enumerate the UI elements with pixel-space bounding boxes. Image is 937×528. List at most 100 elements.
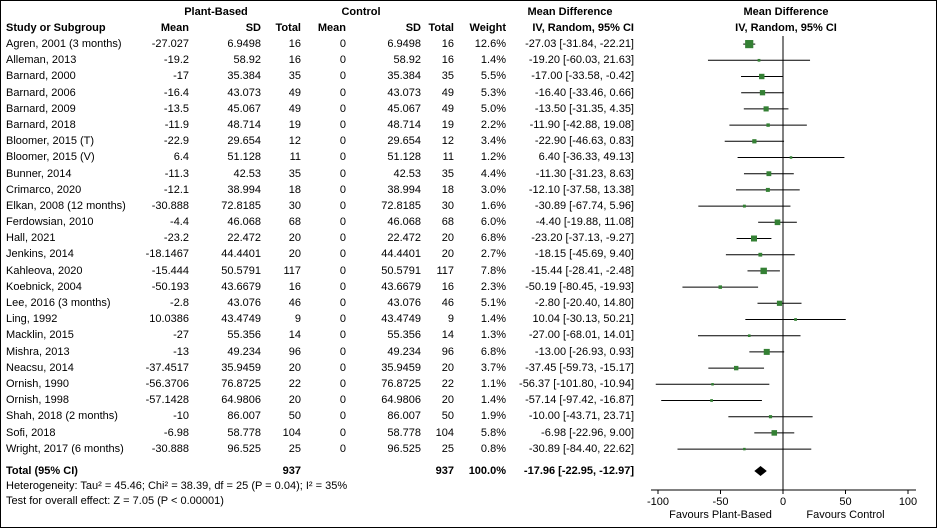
study-row: Mishra, 2013 -13 49.234 96 0 49.234 96 6.8% -13.… [1,344,936,360]
control-group-header: Control [341,6,381,18]
study-row: Barnard, 2006 -16.4 43.073 49 0 43.073 49 5.3% -… [1,85,936,101]
study-name: Koebnick, 2004 [6,280,82,293]
weight: 1.3% [480,329,506,342]
control-total: 22 [441,377,454,390]
md-ci-text: 6.40 [-36.33, 49.13] [538,151,634,164]
md-ci-text: -30.89 [-84.40, 22.62] [528,442,634,455]
control-total: 25 [441,442,454,455]
control-sd: 50.5791 [381,264,421,277]
control-sd: 64.9806 [381,394,421,407]
weight: 4.4% [480,167,506,180]
control-total: 50 [441,410,454,423]
control-sd: 96.525 [387,442,421,455]
treatment-mean: -15.444 [151,264,189,277]
study-row: Sofi, 2018 -6.98 58.778 104 0 58.778 104 5.8% -6… [1,425,936,441]
study-row: Bunner, 2014 -11.3 42.53 35 0 42.53 35 4.4% -11.… [1,166,936,182]
study-name: Barnard, 2000 [6,70,76,83]
control-total: 35 [441,70,454,83]
control-mean: 0 [339,345,346,358]
control-mean: 0 [339,264,346,277]
control-sd: 76.8725 [381,377,421,390]
study-name: Macklin, 2015 [6,329,74,342]
treatment-sd: 45.067 [227,102,261,115]
study-name: Neacsu, 2014 [6,361,74,374]
weight: 5.0% [480,102,506,115]
control-sd: 29.654 [387,135,421,148]
study-row: Hall, 2021 -23.2 22.472 20 0 22.472 20 6.8% -23.… [1,230,936,246]
study-row: Barnard, 2000 -17 35.384 35 0 35.384 35 5.5% -17… [1,68,936,84]
control-sd: 46.068 [387,216,421,229]
treatment-group-header: Plant-Based [184,6,248,18]
control-sd: 22.472 [387,232,421,245]
control-mean: 0 [339,216,346,229]
treatment-sd: 44.4401 [221,248,261,261]
treatment-total: 68 [288,216,301,229]
weight: 2.2% [480,118,506,131]
study-name: Alleman, 2013 [6,54,77,67]
weight: 2.7% [480,248,506,261]
control-total: 16 [441,54,454,67]
treatment-sd: 48.714 [227,118,261,131]
study-row: Agren, 2001 (3 months) -27.027 6.9498 16 0 6.… [1,36,936,52]
study-name: Bloomer, 2015 (V) [6,151,95,164]
control-sd: 86.007 [387,410,421,423]
study-row: Crimarco, 2020 -12.1 38.994 18 0 38.994 18 3.0%… [1,182,936,198]
treatment-sd: 43.6679 [221,280,261,293]
study-rows: Agren, 2001 (3 months) -27.027 6.9498 16 0 6.… [1,36,936,457]
treatment-sd: 6.9498 [227,38,261,50]
treatment-total: 49 [288,86,301,99]
treatment-total: 46 [288,297,301,309]
study-row: Bloomer, 2015 (V) 6.4 51.128 11 0 51.128 11 1.2… [1,149,936,165]
total-label: Total (95% CI) [6,464,78,477]
study-name: Hall, 2021 [6,232,56,245]
control-sd: 45.067 [387,102,421,115]
treatment-mean: -27 [173,329,189,342]
weight: 1.1% [480,377,506,390]
control-sd-header: SD [405,22,421,34]
md-ci-text: -13.50 [-31.35, 4.35] [534,102,634,115]
control-mean: 0 [339,102,346,115]
treatment-mean: -57.1428 [145,394,189,407]
header-column-row: Study or Subgroup Mean SD Total Mean SD … [1,20,936,36]
control-mean: 0 [339,70,346,83]
treatment-mean: -10 [173,410,189,423]
control-sd: 6.9498 [387,38,421,50]
treatment-sd: 51.128 [227,151,261,164]
treatment-total-header: Total [275,22,301,34]
treatment-total: 19 [288,118,301,131]
control-total: 49 [441,102,454,115]
control-mean: 0 [339,232,346,245]
md-ci-text: -6.98 [-22.96, 9.00] [541,426,634,439]
study-row: Ornish, 1990 -56.3706 76.8725 22 0 76.8725 22 1… [1,376,936,392]
md-ci-text: -16.40 [-33.46, 0.66] [534,86,634,99]
control-mean: 0 [339,86,346,99]
total-treatment-n: 937 [282,464,301,477]
study-row: Shah, 2018 (2 months) -10 86.007 50 0 86.007 5… [1,408,936,424]
treatment-mean: -13 [173,345,189,358]
treatment-sd: 50.5791 [221,264,261,277]
control-total: 18 [441,183,454,196]
treatment-total: 16 [288,38,301,50]
treatment-sd: 58.92 [233,54,261,67]
study-name: Shah, 2018 (2 months) [6,410,118,423]
weight: 1.2% [480,151,506,164]
ci-method-plot-header: IV, Random, 95% CI [735,22,837,34]
total-spacer [346,463,421,479]
study-row: Kahleova, 2020 -15.444 50.5791 117 0 50.5791 1… [1,263,936,279]
study-name: Ferdowsian, 2010 [6,216,94,229]
treatment-sd: 35.384 [227,70,261,83]
control-mean: 0 [339,167,346,180]
md-ci-text: -11.30 [-31.23, 8.63] [535,167,634,180]
control-total: 12 [441,135,454,148]
study-row: Alleman, 2013 -19.2 58.92 16 0 58.92 16 1.4% -19… [1,52,936,68]
weight: 1.4% [480,313,506,326]
study-row: Barnard, 2009 -13.5 45.067 49 0 45.067 49 5.0% -… [1,101,936,117]
md-ci-text: -27.00 [-68.01, 14.01] [528,329,634,342]
treatment-mean: 6.4 [173,151,189,164]
treatment-mean: -50.193 [151,280,189,293]
control-mean: 0 [339,280,346,293]
treatment-mean: -11.9 [164,118,189,131]
control-sd: 72.8185 [381,199,421,212]
treatment-mean: -17 [173,70,189,83]
treatment-sd: 46.068 [227,216,261,229]
